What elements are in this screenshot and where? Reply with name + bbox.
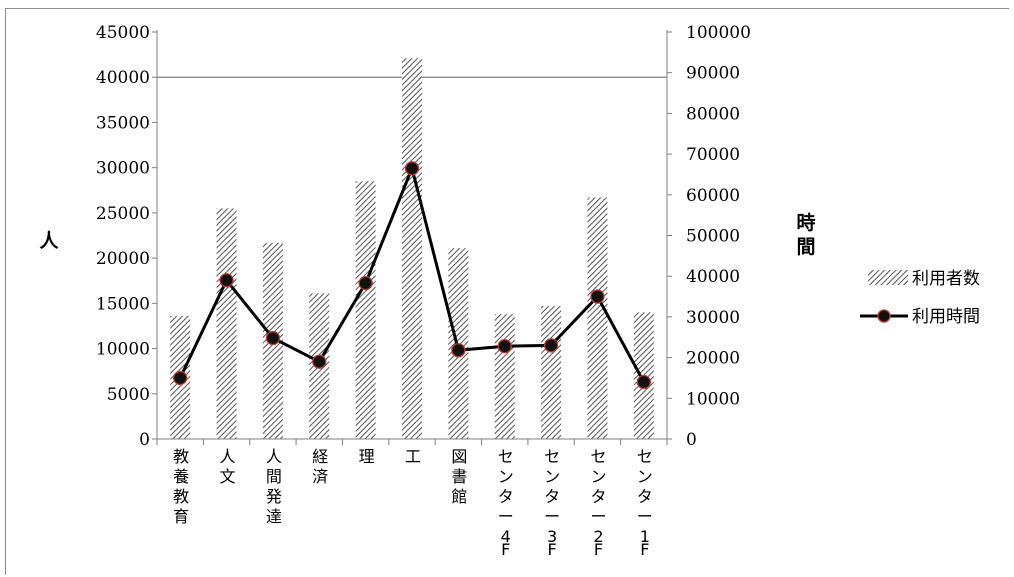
- line-point-4: [312, 354, 327, 369]
- category-label: センター 2 F: [590, 447, 606, 559]
- bar-5: [355, 181, 376, 439]
- y-tick-label: 20000: [96, 249, 150, 269]
- y-tick-label: 40000: [96, 68, 150, 88]
- y2-tick-label: 90000: [686, 64, 740, 84]
- category-label: 経済: [312, 447, 328, 486]
- legend-label-line: 利用時間: [912, 307, 980, 327]
- line-point-5: [358, 275, 373, 291]
- y2-tick-label: 50000: [686, 227, 740, 247]
- y-tick-label: 10000: [96, 340, 150, 360]
- y-tick-label: 30000: [96, 159, 150, 179]
- line-point-3: [265, 330, 281, 346]
- bar-8: [494, 314, 515, 439]
- line-point-1: [173, 370, 188, 386]
- bar-6: [402, 58, 422, 440]
- legend-swatch-bar: [868, 270, 908, 285]
- y2-tick-label: 80000: [686, 104, 740, 124]
- line-point-10: [590, 289, 605, 304]
- tick-labels: 0 5000 10000 15000 20000 25000 30000 35000 40000…: [96, 23, 751, 450]
- y-axis-title: 人: [39, 230, 59, 252]
- category-label: センター 4 F: [498, 447, 514, 559]
- bar-series: [170, 58, 654, 440]
- line-point-9: [543, 338, 559, 353]
- y2-tick-label: 40000: [686, 267, 740, 287]
- axis-titles: 人 時間: [39, 212, 815, 258]
- y-tick-label: 25000: [96, 204, 150, 224]
- category-label: 人文: [220, 447, 236, 486]
- category-label: 工: [405, 447, 421, 466]
- category-label: センター 3 F: [544, 447, 560, 559]
- bar-9: [541, 306, 562, 439]
- line-point-8: [497, 339, 512, 354]
- y2-tick-label: 60000: [686, 186, 740, 206]
- line-point-2: [219, 273, 234, 288]
- y2-tick-label: 20000: [686, 349, 740, 369]
- category-label: 図書館: [451, 447, 467, 506]
- y2-tick-label: 100000: [686, 23, 751, 43]
- legend-swatch-marker: [877, 309, 891, 323]
- line-point-7: [451, 343, 466, 358]
- line-point-6: [404, 161, 420, 176]
- category-label: 人間発達: [266, 447, 282, 526]
- category-label: 教養教育: [173, 447, 189, 526]
- line-series: [173, 161, 651, 390]
- y2-tick-label: 70000: [686, 145, 740, 165]
- y-tick-label: 15000: [96, 294, 150, 314]
- category-label: センター 1 F: [637, 447, 653, 559]
- axes: [152, 30, 672, 445]
- y-tick-label: 45000: [96, 23, 150, 43]
- legend-label-bar: 利用者数: [912, 269, 980, 289]
- y2-tick-label: 10000: [686, 389, 740, 409]
- y-tick-label: 5000: [107, 385, 150, 405]
- y-tick-label: 35000: [96, 113, 150, 133]
- bar-10: [587, 197, 608, 439]
- category-labels: 教養教育 人文 人間発達 経済 理 工 図書館 センター 4 F センター 3 F センター 2 F センター 1…: [173, 447, 653, 559]
- bar-2: [216, 208, 237, 439]
- chart-frame: [5, 8, 1009, 575]
- y2-tick-label: 30000: [686, 308, 740, 328]
- y2-tick-label: 0: [686, 430, 697, 450]
- line-point-11: [636, 374, 651, 390]
- category-label: 理: [359, 447, 375, 466]
- y-tick-label: 0: [139, 430, 150, 450]
- y2-axis-title: 時間: [796, 212, 815, 258]
